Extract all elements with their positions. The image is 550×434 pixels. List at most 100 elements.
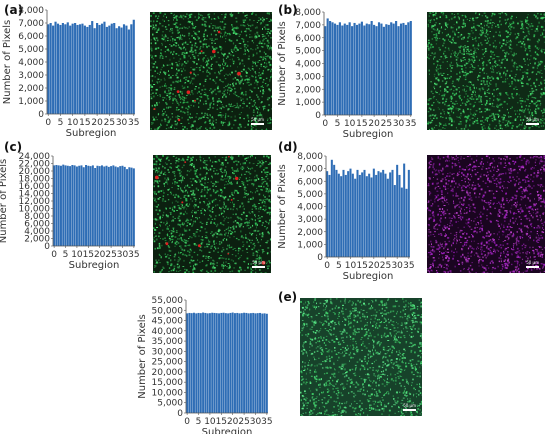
bar — [403, 163, 406, 257]
bar — [370, 177, 373, 257]
bar — [370, 21, 373, 115]
bar — [89, 166, 92, 247]
bar — [202, 312, 205, 413]
bar — [243, 312, 246, 413]
bar — [105, 165, 108, 246]
bar — [103, 21, 106, 115]
bar — [363, 169, 366, 257]
bar — [247, 313, 250, 413]
y-tick-label: 40,000 — [152, 327, 184, 337]
y-tick-label: 30,000 — [152, 347, 184, 357]
bar — [122, 24, 126, 114]
bar — [64, 24, 67, 114]
bar — [132, 19, 135, 114]
x-tick-label: 35 — [128, 250, 139, 260]
y-tick-label: 2,000 — [297, 228, 323, 238]
y-tick-label: 0 — [315, 111, 321, 121]
x-tick-label: 15 — [356, 119, 367, 129]
x-tick-label: 35 — [261, 417, 272, 427]
y-tick-label: 6,000 — [24, 220, 50, 230]
bar — [98, 24, 101, 115]
bar — [69, 166, 72, 247]
y-tick-label: 15,000 — [152, 378, 184, 388]
x-tick-label: 20 — [368, 261, 380, 271]
panel-label-c: (c) — [4, 140, 23, 154]
y-tick-label: 7,000 — [295, 21, 321, 31]
bar — [396, 164, 399, 257]
bar — [93, 28, 96, 115]
bar — [259, 312, 262, 413]
bar — [328, 174, 331, 257]
y-tick-label: 25,000 — [152, 358, 184, 368]
plot-area — [53, 156, 135, 246]
plot-area — [324, 12, 412, 115]
bar — [347, 171, 350, 257]
x-tick-label: 5 — [58, 118, 64, 128]
bar — [324, 26, 327, 115]
bar — [398, 174, 401, 257]
bar — [375, 26, 378, 115]
y-tick-label: 2,000 — [295, 85, 321, 95]
y-tick-label: 45,000 — [152, 317, 184, 327]
x-tick-label: 10 — [204, 417, 216, 427]
bar — [391, 169, 394, 257]
scale-bar-label: 50 μm — [526, 117, 539, 122]
x-tick-label: 10 — [71, 250, 83, 260]
x-tick-label: 30 — [116, 118, 128, 128]
x-tick-label: 35 — [405, 119, 416, 129]
bar — [192, 312, 195, 413]
y-tick-label: 12,000 — [19, 197, 51, 207]
y-tick-label: 55,000 — [152, 296, 184, 306]
panel-label-a: (a) — [4, 3, 24, 17]
bar — [218, 313, 221, 413]
scale-bar-label: 50 μm — [403, 403, 416, 408]
bar — [407, 22, 410, 115]
bar — [74, 23, 77, 114]
bar — [353, 22, 356, 115]
y-tick-label: 2,000 — [24, 235, 50, 245]
bar — [59, 24, 62, 115]
x-tick-label: 10 — [344, 119, 356, 129]
bar — [107, 166, 110, 247]
bar — [195, 313, 198, 413]
bar — [342, 169, 345, 257]
bar — [80, 165, 83, 247]
bar — [340, 176, 343, 257]
x-tick-label: 15 — [356, 261, 367, 271]
bar — [356, 169, 359, 257]
bar — [397, 26, 400, 115]
x-axis-title: Subregion — [202, 427, 253, 434]
y-tick-label: 1,000 — [18, 97, 44, 107]
x-tick-label: 35 — [128, 118, 139, 128]
bar-chart-e: 05,00010,00015,00020,00025,00030,00035,0… — [137, 296, 273, 434]
bar — [384, 173, 387, 257]
bar-chart-b: 0 1,000 2,000 3,000 4,000 5,000 6,000 7,000 8,00… — [277, 8, 417, 140]
x-axis-title: Subregion — [69, 260, 120, 271]
x-tick-label: 5 — [63, 250, 69, 260]
bar — [344, 174, 347, 257]
bar — [78, 24, 82, 114]
y-tick-label: 50,000 — [152, 306, 184, 316]
bar-chart-c: 02,0004,0006,0008,00010,00012,00014,0001… — [0, 152, 140, 271]
y-tick-label: 8,000 — [18, 6, 44, 16]
bar — [126, 169, 129, 247]
bar — [389, 172, 392, 257]
y-tick-label: 6,000 — [297, 177, 323, 187]
bar — [343, 23, 346, 116]
x-tick-label: 30 — [391, 261, 403, 271]
x-tick-label: 25 — [105, 250, 116, 260]
y-tick-label: 20,000 — [152, 368, 184, 378]
y-tick-label: 5,000 — [18, 45, 44, 55]
bar — [382, 26, 385, 116]
bar — [407, 169, 410, 257]
y-tick-label: 4,000 — [297, 203, 323, 213]
bar — [249, 313, 252, 413]
bar — [211, 312, 214, 413]
bar — [116, 167, 119, 246]
scale-bar — [403, 409, 416, 411]
bar — [100, 165, 103, 247]
bar — [338, 22, 341, 115]
x-tick-label: 25 — [380, 261, 391, 271]
bar — [73, 165, 76, 247]
bar — [206, 313, 209, 413]
